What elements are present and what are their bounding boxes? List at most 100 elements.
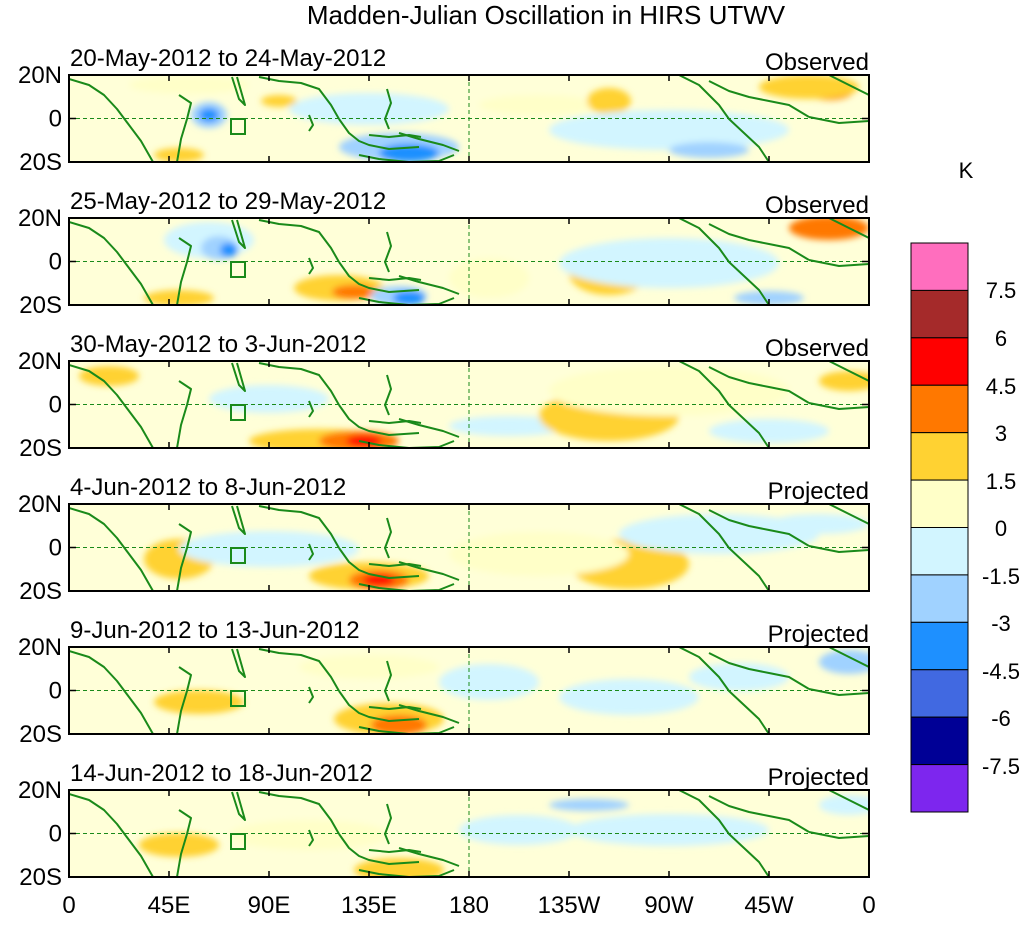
coastline bbox=[231, 791, 246, 821]
longitude-axis: 0 45E 90E 135E 180 135W 90W 45W 0 bbox=[62, 892, 875, 919]
coastline bbox=[828, 75, 869, 96]
lat-tick-label: 20S bbox=[19, 435, 62, 462]
anomaly-contour bbox=[289, 93, 449, 125]
map-panel: 20N 0 20S 4-Jun-2012 to 8-Jun-2012 Projected bbox=[18, 474, 870, 605]
coastline bbox=[368, 849, 422, 853]
lat-tick-label: 20S bbox=[19, 721, 62, 748]
coastline bbox=[384, 231, 392, 273]
anomaly-field bbox=[69, 361, 869, 448]
coastline bbox=[384, 374, 392, 416]
anomaly-field bbox=[69, 790, 869, 877]
colorbar-swatch bbox=[910, 479, 969, 529]
anomaly-contour bbox=[769, 514, 869, 534]
anomaly-contour bbox=[354, 858, 444, 877]
anomaly-contour bbox=[819, 650, 869, 674]
anomaly-contour bbox=[549, 110, 789, 150]
coastline bbox=[69, 650, 154, 734]
lon-tick-label: 45W bbox=[744, 892, 794, 919]
coastline bbox=[828, 361, 869, 382]
anomaly-contour bbox=[229, 820, 389, 850]
coastline bbox=[384, 660, 392, 702]
coastline bbox=[708, 509, 810, 547]
anomaly-contour bbox=[199, 108, 219, 122]
coastline bbox=[358, 583, 455, 591]
colorbar-tick-label: 0 bbox=[995, 516, 1007, 541]
coastline bbox=[69, 78, 154, 162]
coastline bbox=[176, 523, 192, 591]
panel-status-label: Projected bbox=[768, 621, 869, 648]
coastline bbox=[338, 261, 420, 293]
index-region-box bbox=[230, 833, 246, 850]
index-region-box bbox=[230, 690, 246, 707]
coastline bbox=[828, 504, 869, 525]
colorbar-swatch bbox=[910, 574, 969, 623]
anomaly-contour bbox=[734, 291, 804, 305]
coastline bbox=[338, 833, 420, 865]
coastlines bbox=[69, 218, 869, 305]
lat-tick-label: 20S bbox=[19, 292, 62, 319]
coastline bbox=[338, 118, 420, 150]
coastline bbox=[231, 648, 246, 678]
colorbar-tick-label: 3 bbox=[995, 421, 1007, 446]
coastline bbox=[338, 404, 420, 436]
coastline bbox=[258, 219, 340, 263]
anomaly-field bbox=[69, 504, 869, 591]
anomaly-contour bbox=[332, 285, 376, 299]
coastline bbox=[708, 223, 810, 261]
coastline bbox=[384, 517, 392, 559]
coastline bbox=[231, 76, 246, 106]
lon-tick-label: 0 bbox=[62, 892, 75, 919]
anomaly-contour bbox=[179, 531, 359, 567]
coastline bbox=[176, 380, 192, 448]
panel-date-range: 25-May-2012 to 29-May-2012 bbox=[70, 188, 386, 215]
colorbar-tick-label: 7.5 bbox=[986, 278, 1017, 303]
coastline bbox=[69, 221, 154, 305]
anomaly-field bbox=[69, 75, 869, 162]
coastline bbox=[398, 275, 460, 295]
lat-tick-label: 20N bbox=[18, 491, 62, 518]
coastline bbox=[828, 218, 869, 239]
anomaly-contour bbox=[569, 814, 769, 846]
coastline bbox=[176, 94, 192, 162]
index-region-box bbox=[230, 261, 246, 278]
anomaly-contour bbox=[299, 655, 439, 679]
coastline bbox=[708, 652, 810, 690]
lat-tick-label: 0 bbox=[49, 678, 62, 705]
anomaly-contour bbox=[587, 88, 631, 114]
panel-status-label: Projected bbox=[768, 764, 869, 791]
panel-status-label: Observed bbox=[765, 335, 869, 362]
anomaly-contour bbox=[819, 795, 869, 815]
anomaly-contour bbox=[669, 142, 749, 158]
coastline bbox=[368, 563, 422, 567]
coastlines bbox=[69, 647, 869, 734]
colorbar-boxes bbox=[910, 242, 969, 813]
map-panel: 20N 0 20S 9-Jun-2012 to 13-Jun-2012 Projecte… bbox=[18, 617, 870, 748]
coastline bbox=[708, 795, 810, 833]
map-panel: 20N 0 20S 30-May-2012 to 3-Jun-2012 Observed bbox=[18, 331, 870, 462]
coastline bbox=[176, 237, 192, 305]
anomaly-contour bbox=[449, 532, 629, 576]
coastline bbox=[368, 134, 422, 138]
coastline bbox=[708, 366, 810, 404]
coastline bbox=[358, 440, 455, 448]
coastline bbox=[398, 847, 460, 867]
panel-status-label: Observed bbox=[765, 49, 869, 76]
anomaly-contour bbox=[79, 366, 139, 386]
lat-tick-label: 20N bbox=[18, 634, 62, 661]
colorbar-tick-label: 1.5 bbox=[986, 469, 1017, 494]
coastline bbox=[358, 726, 455, 734]
coastline bbox=[358, 297, 455, 305]
colorbar-tick-label: -4.5 bbox=[982, 659, 1020, 684]
coastline bbox=[338, 547, 420, 579]
coastline bbox=[368, 420, 422, 424]
coastline bbox=[708, 80, 810, 118]
anomaly-contour bbox=[220, 243, 238, 257]
anomaly-contour bbox=[449, 416, 569, 436]
lat-tick-label: 20N bbox=[18, 205, 62, 232]
anomaly-contour bbox=[209, 385, 329, 413]
anomaly-contour bbox=[393, 291, 425, 305]
lon-tick-label: 90E bbox=[248, 892, 291, 919]
lat-tick-label: 0 bbox=[49, 249, 62, 276]
